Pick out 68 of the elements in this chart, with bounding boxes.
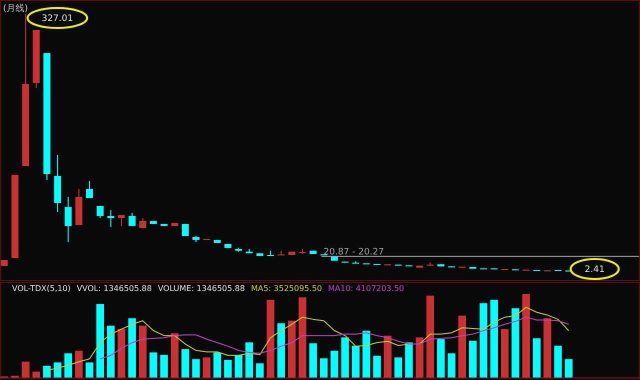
annotation: 327.01 bbox=[42, 14, 74, 24]
bar bbox=[54, 362, 62, 378]
bar bbox=[266, 300, 274, 378]
bar bbox=[320, 358, 328, 378]
bar bbox=[352, 346, 360, 378]
bar bbox=[128, 318, 136, 378]
bar bbox=[224, 360, 232, 378]
bar bbox=[437, 339, 445, 378]
bar bbox=[170, 333, 179, 378]
bar bbox=[416, 337, 424, 378]
bar bbox=[480, 303, 488, 378]
bar bbox=[22, 362, 30, 378]
bar bbox=[245, 342, 254, 378]
bar bbox=[448, 353, 456, 378]
bar bbox=[564, 359, 573, 378]
bar bbox=[86, 362, 94, 378]
candlestick bbox=[64, 196, 72, 243]
bar bbox=[512, 308, 520, 378]
candlestick bbox=[118, 214, 125, 226]
bar bbox=[213, 352, 222, 378]
text: VOLUME: 1346505.88 bbox=[158, 284, 245, 293]
bar bbox=[426, 296, 434, 378]
bar bbox=[118, 329, 126, 378]
bar bbox=[490, 300, 498, 378]
bar bbox=[469, 340, 477, 378]
candlestick bbox=[96, 206, 104, 219]
bar bbox=[522, 294, 530, 378]
bar bbox=[182, 349, 190, 378]
bar bbox=[277, 323, 286, 378]
bar bbox=[532, 338, 541, 378]
text: MA5: 3525095.50 bbox=[250, 284, 322, 293]
bar bbox=[160, 354, 168, 378]
bar bbox=[341, 337, 349, 378]
candlestick bbox=[267, 250, 274, 256]
bar bbox=[384, 336, 392, 378]
bar bbox=[458, 316, 466, 378]
bar bbox=[544, 318, 552, 378]
bar bbox=[394, 357, 402, 378]
bar bbox=[256, 363, 264, 378]
bar bbox=[298, 297, 306, 378]
bar bbox=[138, 326, 147, 378]
candlestick bbox=[128, 212, 136, 226]
ref-line-label: 20.87 - 20.27 bbox=[324, 247, 384, 258]
text: MA10: 4107203.50 bbox=[328, 284, 404, 293]
chart-title: VOL-TDX(5,10) bbox=[12, 284, 71, 293]
bar bbox=[32, 372, 40, 378]
bar bbox=[150, 352, 158, 378]
bar bbox=[500, 329, 509, 378]
text: 2.41 bbox=[584, 265, 605, 275]
bar bbox=[554, 346, 562, 378]
chart-title: (月线) bbox=[3, 3, 28, 14]
bar bbox=[309, 343, 317, 378]
bar bbox=[234, 354, 242, 378]
bar bbox=[106, 326, 115, 378]
bar bbox=[373, 356, 381, 378]
bar bbox=[192, 359, 200, 378]
text: VVOL: 1346505.88 bbox=[76, 284, 152, 293]
bar bbox=[330, 350, 338, 378]
bar bbox=[202, 357, 210, 378]
bar bbox=[405, 342, 413, 378]
bar bbox=[288, 320, 296, 378]
bar bbox=[43, 366, 51, 378]
bar bbox=[75, 350, 83, 378]
candlestick bbox=[107, 209, 114, 228]
bar bbox=[96, 304, 104, 378]
bar bbox=[64, 353, 72, 378]
candlestick bbox=[86, 180, 93, 199]
bar bbox=[362, 330, 370, 378]
